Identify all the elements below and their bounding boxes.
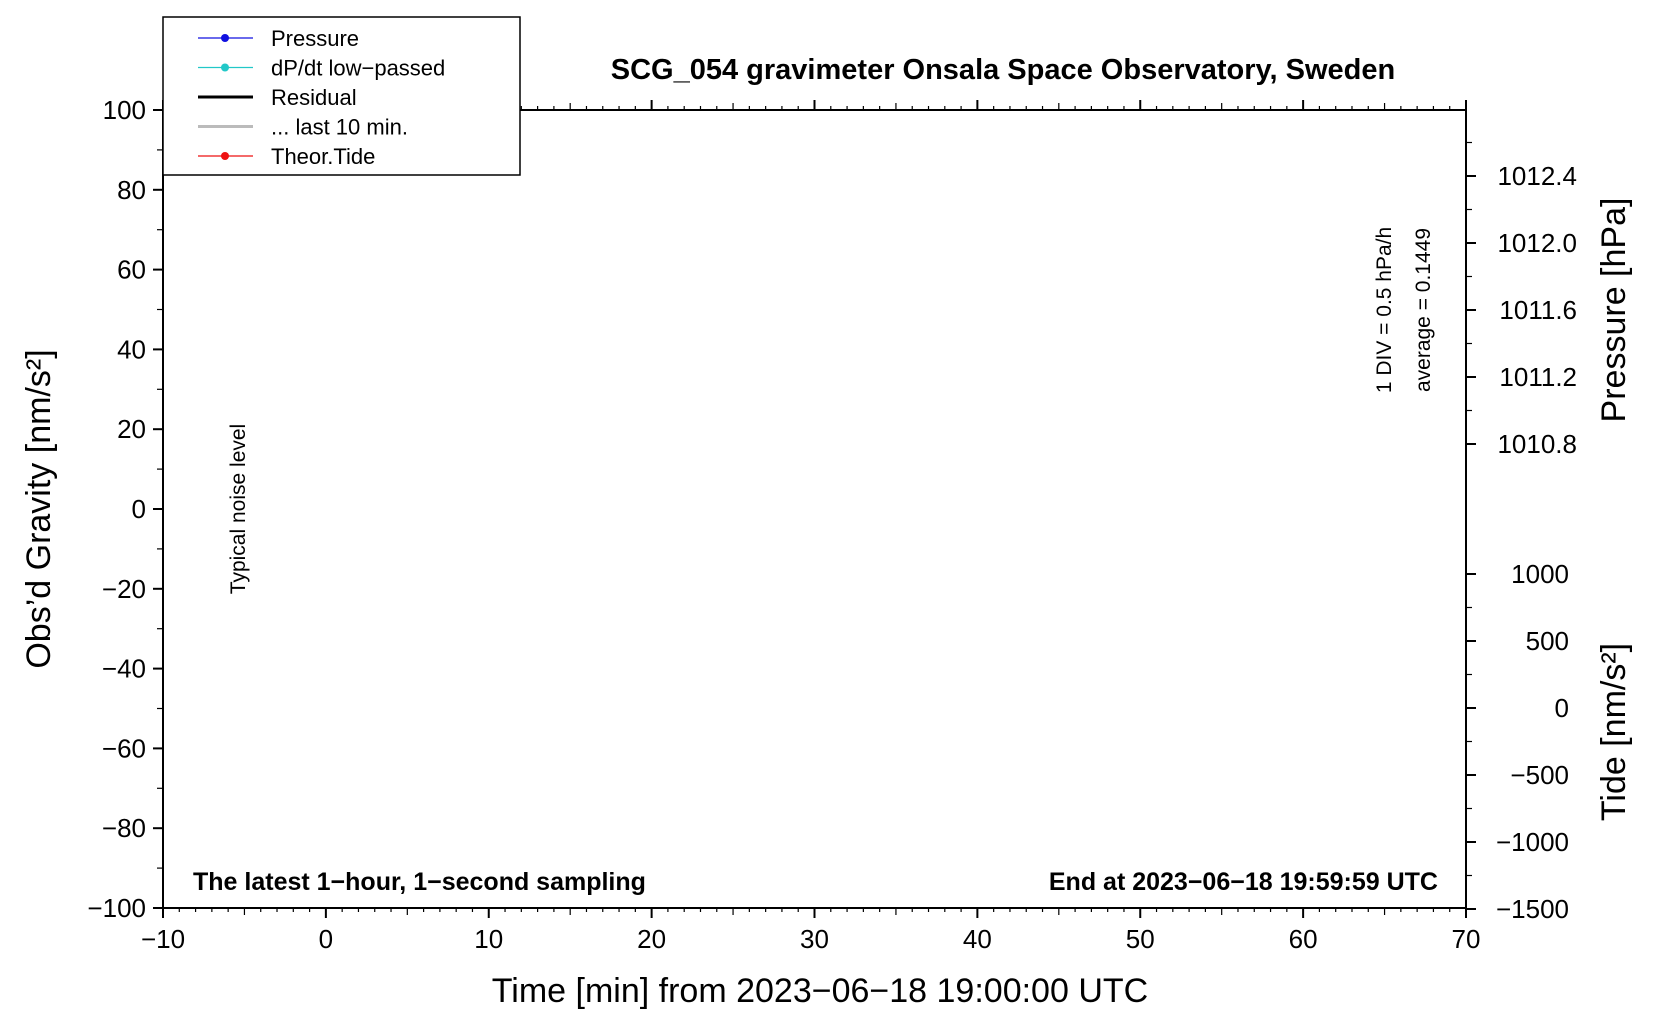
average-label: average = 0.1449 <box>1412 228 1435 392</box>
y-axis-title-tide: Tide [nm/s²] <box>1595 643 1633 821</box>
end-time-note: End at 2023−06−18 19:59:59 UTC <box>1049 868 1438 896</box>
y-tick-label: −20 <box>102 574 146 604</box>
legend-label: dP/dt low−passed <box>271 56 445 81</box>
x-tick-label: −10 <box>141 924 185 954</box>
pressure-tick-label: 1012.0 <box>1497 228 1577 258</box>
legend-swatch-marker <box>221 34 229 42</box>
noise-level-label: Typical noise level <box>227 424 250 594</box>
tide-tick-label: 1000 <box>1511 559 1569 589</box>
legend-label: Pressure <box>271 26 359 51</box>
x-tick-label: 50 <box>1126 924 1155 954</box>
legend-label: Theor.Tide <box>271 144 375 169</box>
tide-tick-label: −1500 <box>1496 894 1569 924</box>
y-axis-title-pressure: Pressure [hPa] <box>1595 198 1633 423</box>
y-tick-label: −100 <box>87 893 146 923</box>
legend-swatch-marker <box>221 152 229 160</box>
x-tick-label: 60 <box>1289 924 1318 954</box>
tide-tick-label: −1000 <box>1496 827 1569 857</box>
pressure-tick-label: 1011.2 <box>1499 362 1577 392</box>
x-tick-label: 40 <box>963 924 992 954</box>
legend: Pressure dP/dt low−passed Residual ... last… <box>162 16 521 176</box>
sampling-note: The latest 1−hour, 1−second sampling <box>193 868 646 896</box>
pressure-tick-label: 1011.6 <box>1499 295 1577 325</box>
y-tick-label: −40 <box>102 654 146 684</box>
y-tick-label: 40 <box>117 334 146 364</box>
y-tick-label: 0 <box>132 494 146 524</box>
x-tick-label: 30 <box>800 924 829 954</box>
axes-layer: −10 0 10 20 30 40 50 60 70100806040200−20−40−60−… <box>87 95 1577 954</box>
y-tick-label: −80 <box>102 813 146 843</box>
y-tick-label: 80 <box>117 175 146 205</box>
chart-title: SCG_054 gravimeter Onsala Space Observat… <box>611 54 1395 86</box>
y-tick-label: 60 <box>117 255 146 285</box>
legend-swatch-marker <box>221 63 229 72</box>
y-tick-label: −60 <box>102 733 146 763</box>
plot-frame <box>162 109 1467 909</box>
tide-tick-label: −500 <box>1510 760 1569 790</box>
tide-tick-label: 0 <box>1555 693 1569 723</box>
x-tick-label: 20 <box>637 924 666 954</box>
div-scale-label: 1 DIV = 0.5 hPa/h <box>1373 227 1396 393</box>
x-tick-label: 70 <box>1452 924 1481 954</box>
pressure-tick-label: 1010.8 <box>1497 429 1577 459</box>
y-tick-label: 20 <box>117 414 146 444</box>
y-tick-label: 100 <box>103 95 146 125</box>
x-axis-title: Time [min] from 2023−06−18 19:00:00 UTC <box>492 972 1148 1010</box>
x-tick-label: 0 <box>319 924 333 954</box>
legend-label: Residual <box>271 85 357 110</box>
pressure-tick-label: 1012.4 <box>1497 161 1577 191</box>
tide-tick-label: 500 <box>1526 626 1569 656</box>
legend-label: ... last 10 min. <box>271 115 408 140</box>
x-tick-label: 10 <box>474 924 503 954</box>
y-axis-title-gravity: Obs’d Gravity [nm/s²] <box>20 349 58 668</box>
